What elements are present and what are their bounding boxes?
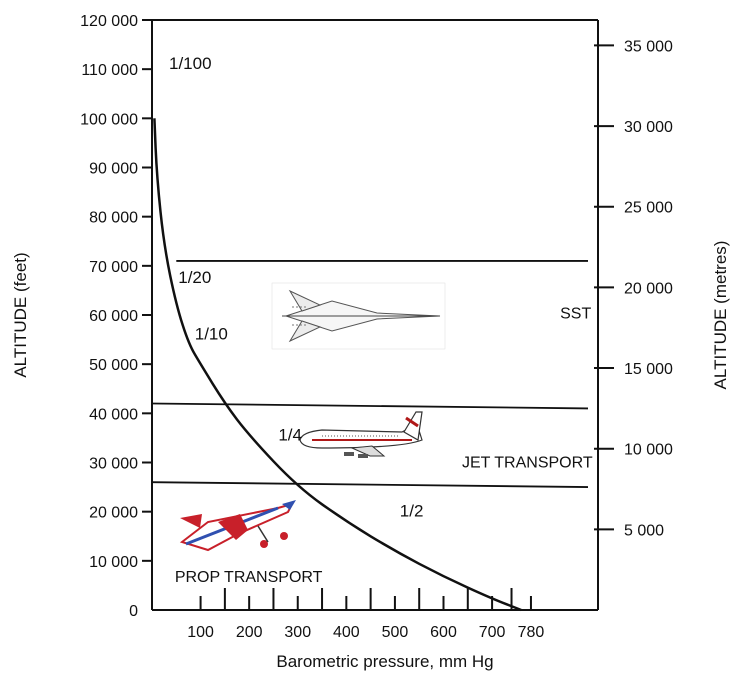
- y-tick-label: 0: [129, 603, 138, 620]
- y-tick-label: 70 000: [89, 259, 138, 276]
- y2-axis-title: ALTITUDE (metres): [711, 241, 730, 390]
- y2-tick-label: 30 000: [624, 119, 673, 136]
- y-tick-label: 40 000: [89, 406, 138, 423]
- y2-tick-label: 5 000: [624, 522, 664, 539]
- y2-tick-label: 10 000: [624, 442, 673, 459]
- y-tick-label: 60 000: [89, 308, 138, 325]
- chart-annotation: JET TRANSPORT: [462, 454, 593, 471]
- x-tick-label: 780: [518, 624, 545, 641]
- y-tick-label: 50 000: [89, 357, 138, 374]
- pressure-curve-layer: [153, 118, 522, 612]
- chart-annotation: 1/4: [278, 425, 302, 444]
- chart-annotation: 1/2: [400, 502, 424, 521]
- y-axis-title: ALTITUDE (feet): [11, 252, 30, 377]
- altitude-band-line: [151, 481, 589, 488]
- y-tick-label: 90 000: [89, 161, 138, 178]
- right-y-ticks: 5 000 10 000 15 000 20 000 25 000 30 000 35 00…: [594, 38, 673, 539]
- chart-annotation: SST: [560, 305, 591, 322]
- y2-tick-label: 20 000: [624, 280, 673, 297]
- x-tick-label: 300: [284, 624, 311, 641]
- x-tick-label: 500: [382, 624, 409, 641]
- sst-aircraft-icon: [271, 282, 446, 350]
- x-axis-title: Barometric pressure, mm Hg: [276, 652, 493, 671]
- y-tick-label: 120 000: [80, 13, 138, 30]
- jet-transport-icon: [299, 411, 423, 458]
- x-ticks: 100 200 300 400 500 600 700 780: [187, 588, 544, 641]
- y-tick-label: 100 000: [80, 111, 138, 128]
- x-tick-label: 100: [187, 624, 214, 641]
- y2-tick-label: 15 000: [624, 361, 673, 378]
- left-y-ticks: 0 10 000 20 000 30 000 40 000 50 000 60 000 70 …: [80, 13, 152, 620]
- y-tick-label: 20 000: [89, 505, 138, 522]
- y-tick-label: 30 000: [89, 456, 138, 473]
- x-tick-label: 200: [236, 624, 263, 641]
- x-tick-label: 400: [333, 624, 360, 641]
- chart-annotation: PROP TRANSPORT: [175, 569, 323, 586]
- y-tick-label: 110 000: [81, 62, 138, 79]
- prop-transport-icon: [179, 500, 296, 552]
- annotations-layer: 1/100 1/20 1/10 1/4 1/2 SST JET TRANSPORT PROP …: [169, 54, 593, 586]
- chart-annotation: 1/100: [169, 54, 212, 73]
- y-tick-label: 80 000: [89, 210, 138, 227]
- pressure-altitude-curve: [153, 118, 522, 612]
- altitude-band-line: [151, 402, 589, 410]
- chart-annotation: 1/10: [195, 325, 228, 344]
- x-tick-label: 600: [430, 624, 457, 641]
- x-tick-label: 700: [479, 624, 506, 641]
- y-tick-label: 10 000: [89, 554, 138, 571]
- y2-tick-label: 35 000: [624, 38, 673, 55]
- y2-tick-label: 25 000: [624, 200, 673, 217]
- chart-annotation: 1/20: [178, 268, 211, 287]
